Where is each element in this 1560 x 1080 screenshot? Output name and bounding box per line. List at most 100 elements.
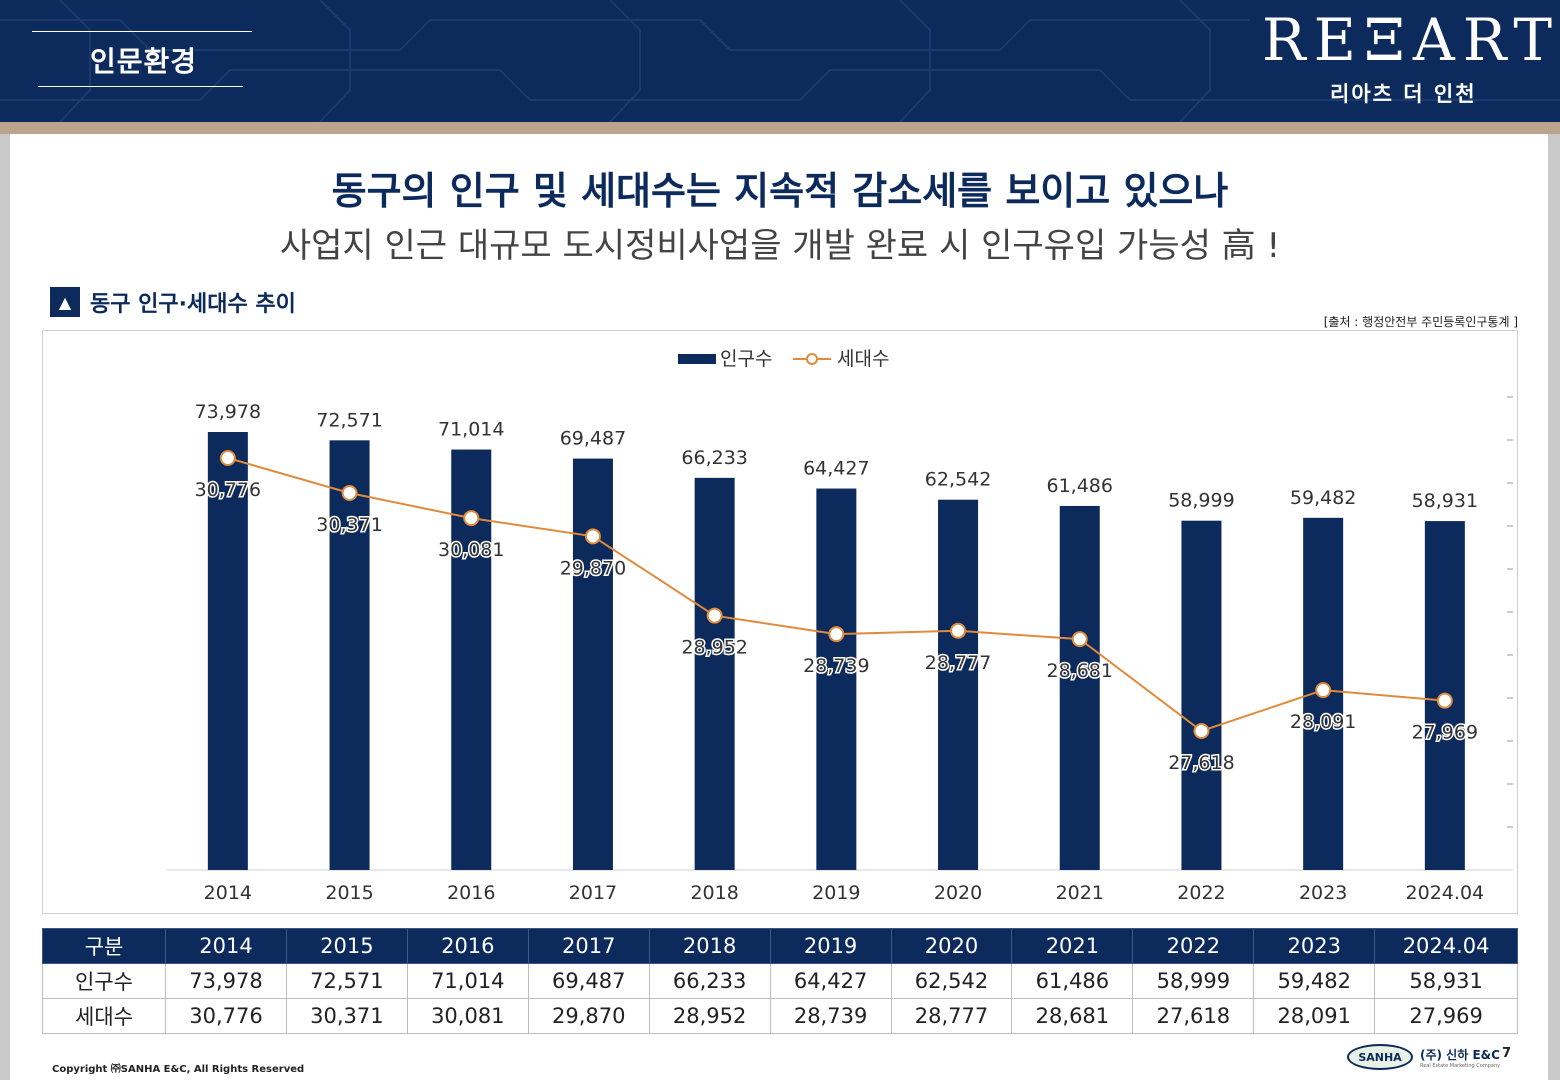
table-header-year: 2018 <box>648 928 771 964</box>
table-cell: 58,999 <box>1132 963 1255 999</box>
legend-bar-swatch <box>678 354 716 364</box>
table-cell: 28,739 <box>769 998 892 1034</box>
x-tick-label: 2023 <box>1299 882 1347 904</box>
bar-data-label: 59,482 <box>1290 487 1356 509</box>
left-edge-bar <box>0 134 10 1080</box>
bar-population <box>938 499 979 870</box>
header-accent-band <box>0 122 1560 134</box>
table-header-label: 구분 <box>42 928 166 964</box>
line-data-label: 30,371 <box>316 514 382 536</box>
table-header-year: 2017 <box>527 928 650 964</box>
x-tick-label: 2018 <box>690 882 738 904</box>
table-cell: 64,427 <box>769 963 892 999</box>
bar-population <box>207 432 248 870</box>
line-point-households <box>950 622 967 639</box>
table-cell: 30,776 <box>165 998 287 1034</box>
chart-container: 인구수 세대수 73,978 72,571 71,014 69,487 66,233 64… <box>42 330 1518 914</box>
bar-population <box>1059 505 1100 870</box>
brand-logo-subtitle: 리아츠 더 인천 <box>1330 82 1477 106</box>
title-line-bottom <box>38 86 243 87</box>
section-title: 인문환경 <box>90 45 198 78</box>
table-cell: 29,870 <box>527 998 650 1034</box>
right-edge-bar <box>1548 134 1560 1080</box>
footer-copyright: Copyright ㈜SANHA E&C, All Rights Reserve… <box>52 1064 305 1075</box>
headline: 동구의 인구 및 세대수는 지속적 감소세를 보이고 있으나 <box>331 169 1229 213</box>
table-cell: 28,091 <box>1253 998 1376 1034</box>
line-data-label: 28,777 <box>925 652 991 674</box>
x-tick-label: 2017 <box>569 882 617 904</box>
line-point-households <box>1193 723 1210 739</box>
x-tick-label: 2024.04 <box>1406 882 1485 904</box>
footer-company-subtitle: Real Estate Marketing Company <box>1420 1063 1501 1069</box>
line-data-label: 27,969 <box>1412 722 1478 744</box>
bar-population <box>572 458 613 870</box>
line-data-label: 30,776 <box>195 479 261 501</box>
company-logo: SANHA <box>1347 1044 1413 1070</box>
line-data-label: 28,952 <box>681 637 747 659</box>
x-tick-label: 2014 <box>204 882 252 904</box>
table-cell: 59,482 <box>1253 963 1376 999</box>
line-point-households <box>828 626 845 643</box>
table-cell: 69,487 <box>527 963 650 999</box>
line-point-households <box>706 607 723 624</box>
line-point-households <box>341 485 358 502</box>
bar-data-label: 66,233 <box>681 447 747 469</box>
subheadline: 사업지 인근 대규모 도시정비사업을 개발 완료 시 인구유입 가능성 高 ! <box>279 226 1281 266</box>
table-cell: 30,081 <box>406 998 529 1034</box>
table-cell: 28,681 <box>1011 998 1134 1034</box>
table-cell: 72,571 <box>285 963 408 999</box>
line-data-label: 28,681 <box>1047 660 1113 682</box>
line-point-households <box>1315 682 1332 699</box>
bar-data-label: 73,978 <box>195 401 261 423</box>
table-header-row: 구분 2014 2015 2016 2017 2018 2019 2020 2021 2022 20… <box>42 928 1518 964</box>
bar-data-label: 69,487 <box>560 428 626 450</box>
header-pattern <box>0 0 1560 122</box>
table-cell: 61,486 <box>1011 963 1134 999</box>
table-header-year: 2021 <box>1011 928 1134 964</box>
population-chart: 인구수 세대수 73,978 72,571 71,014 69,487 66,233 64… <box>167 348 1513 904</box>
table-cell: 30,371 <box>285 998 408 1034</box>
table-header-year: 2023 <box>1253 928 1376 964</box>
bar-data-label: 71,014 <box>438 419 504 441</box>
bar-population <box>329 440 370 870</box>
chart-legend: 인구수 세대수 <box>678 348 889 370</box>
table-cell: 28,952 <box>648 998 771 1034</box>
legend-label-households: 세대수 <box>837 348 889 370</box>
x-tick-label: 2015 <box>325 882 373 904</box>
line-point-households <box>584 528 601 545</box>
x-tick-label: 2022 <box>1177 882 1225 904</box>
legend-label-population: 인구수 <box>720 348 772 370</box>
table-body: 인구수 73,978 72,571 71,014 69,487 66,233 64,427 6… <box>42 963 1518 1034</box>
line-data-label: 28,091 <box>1290 711 1356 733</box>
bar-data-label: 72,571 <box>316 409 382 431</box>
table-cell: 27,618 <box>1132 998 1255 1034</box>
table-header-year: 2016 <box>406 928 529 964</box>
data-table: 구분 2014 2015 2016 2017 2018 2019 2020 2021 2022 20… <box>42 928 1518 1034</box>
table-cell: 71,014 <box>406 963 529 999</box>
bar-data-label: 58,931 <box>1412 490 1478 512</box>
table-row-label: 인구수 <box>42 963 166 999</box>
table-row-label: 세대수 <box>42 998 166 1034</box>
line-point-households <box>219 450 236 466</box>
bar-population <box>816 488 857 870</box>
bar-data-label: 64,427 <box>803 458 869 480</box>
bar-data-label: 61,486 <box>1047 475 1113 497</box>
header-bar: 인문환경 REΞARTZ 리아츠 더 인천 <box>0 0 1560 122</box>
table-header-year: 2024.04 <box>1374 928 1518 964</box>
table-row: 인구수 73,978 72,571 71,014 69,487 66,233 64,427 6… <box>42 963 1518 999</box>
chart-section-title: 동구 인구·세대수 추이 <box>90 292 296 317</box>
bar-population <box>694 477 735 870</box>
legend-marker-swatch <box>806 353 818 365</box>
x-tick-label: 2016 <box>447 882 495 904</box>
chart-section-label: ▲ 동구 인구·세대수 추이 <box>50 286 296 318</box>
table-cell: 28,777 <box>890 998 1013 1034</box>
line-point-households <box>1436 692 1453 709</box>
right-axis-ticks <box>1507 396 1513 871</box>
table-cell: 58,931 <box>1374 963 1518 999</box>
triangle-up-icon: ▲ <box>50 287 80 317</box>
line-data-label: 27,618 <box>1168 752 1234 774</box>
line-point-households <box>1071 631 1088 648</box>
table-header-year: 2022 <box>1132 928 1255 964</box>
table-cell: 62,542 <box>890 963 1013 999</box>
title-line-top <box>32 31 252 32</box>
